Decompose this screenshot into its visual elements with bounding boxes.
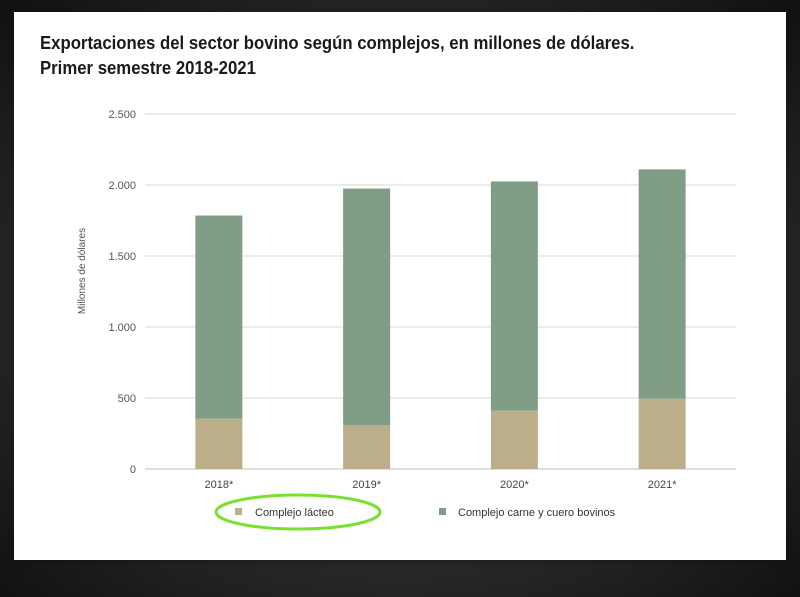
bar-chart: 0 500 1.000 1.500 2.000 2.500 2018* 2019* 2020*… [77,109,736,531]
bar-segment-beef [195,215,243,419]
y-tick-label: 500 [118,393,136,405]
legend-label-dairy: Complejo lácteo [255,507,334,519]
y-tick-label: 2.000 [108,180,136,192]
x-tick-label: 2018* [204,479,233,491]
chart-title: Exportaciones del sector bovino según co… [40,33,635,53]
bar-segment-beef [343,188,391,425]
chart-card: Exportaciones del sector bovino según co… [14,12,786,560]
legend-swatch-beef [439,508,446,515]
chart-subtitle: Primer semestre 2018-2021 [40,58,256,78]
y-tick-label: 0 [130,464,136,476]
bar-segment-dairy [343,424,391,469]
legend: Complejo lácteo Complejo carne y cuero b… [214,493,616,531]
bar-segment-beef [490,181,538,411]
legend-label-beef: Complejo carne y cuero bovinos [458,507,616,519]
x-tick-label: 2021* [648,479,677,491]
legend-highlight-circle [214,493,382,531]
bar-segment-dairy [195,418,243,469]
x-tick-labels: 2018* 2019* 2020* 2021* [204,479,677,491]
x-tick-label: 2020* [500,479,529,491]
bar-segment-beef [638,169,686,399]
y-axis-label: Millones de dólares [77,228,88,314]
legend-swatch-dairy [235,508,242,515]
y-tick-label: 1.500 [108,251,136,263]
y-tick-labels: 0 500 1.000 1.500 2.000 2.500 [108,109,136,476]
bar-segment-dairy [638,398,686,469]
chart-title-block: Exportaciones del sector bovino según co… [40,31,634,81]
gridlines [145,113,736,470]
y-tick-label: 1.000 [108,322,136,334]
x-tick-label: 2019* [352,479,381,491]
bars [195,169,686,469]
bar-segment-dairy [490,410,538,469]
y-tick-label: 2.500 [108,109,136,121]
